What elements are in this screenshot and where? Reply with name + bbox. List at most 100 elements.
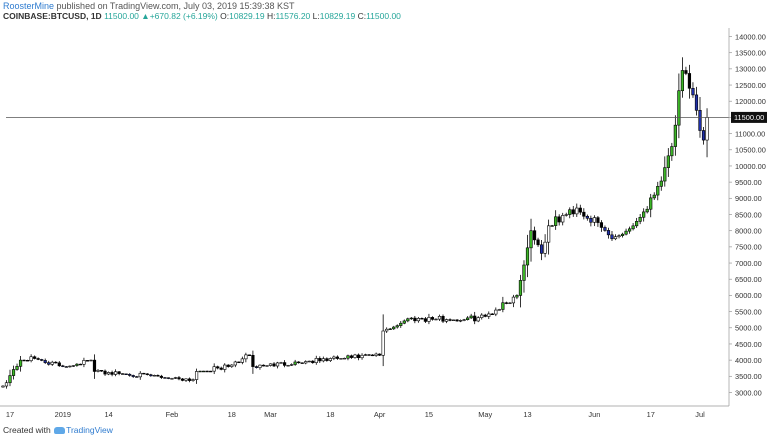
candle xyxy=(645,206,649,214)
candle xyxy=(420,317,424,320)
price-change: +670.82 (+6.19%) xyxy=(149,11,218,21)
candle xyxy=(233,360,237,368)
candle xyxy=(451,319,456,321)
candle xyxy=(599,220,604,232)
candle xyxy=(145,373,149,376)
high-label: H: xyxy=(266,11,276,21)
x-tick-label: 18 xyxy=(228,410,236,419)
candle xyxy=(346,354,350,361)
candle xyxy=(332,355,336,361)
y-tick-label: 8000.00 xyxy=(735,226,762,235)
candle xyxy=(307,360,311,363)
candle xyxy=(624,228,628,236)
candle xyxy=(99,369,104,372)
x-tick-label: 14 xyxy=(104,410,112,419)
candle xyxy=(571,205,575,217)
candle xyxy=(677,73,681,139)
candle xyxy=(680,57,684,98)
candle xyxy=(103,369,107,376)
candle xyxy=(149,373,153,377)
candle xyxy=(349,354,354,359)
candle xyxy=(561,212,565,226)
y-tick-label: 4500.00 xyxy=(735,340,762,349)
candle xyxy=(184,378,188,383)
candle xyxy=(209,370,213,373)
tradingview-link[interactable]: TradingView xyxy=(66,425,113,435)
chart-header: RoosterMine published on TradingView.com… xyxy=(3,0,723,22)
y-tick-label: 6500.00 xyxy=(735,275,762,284)
candle xyxy=(290,363,294,366)
candle xyxy=(33,355,37,360)
candle xyxy=(96,368,100,373)
candle xyxy=(374,352,378,357)
candle xyxy=(286,364,290,367)
candle xyxy=(265,365,269,367)
candle xyxy=(480,313,484,320)
candle xyxy=(152,374,156,377)
candle xyxy=(617,234,621,239)
candle xyxy=(385,327,389,333)
x-tick-label: 18 xyxy=(326,410,334,419)
candle xyxy=(177,376,181,381)
candle xyxy=(525,234,530,278)
candle xyxy=(212,363,216,375)
candle xyxy=(504,301,508,305)
candle xyxy=(251,350,255,374)
candle xyxy=(170,377,174,380)
candle xyxy=(75,363,79,367)
y-tick-label: 12500.00 xyxy=(735,81,766,90)
x-tick-label: Jun xyxy=(588,410,600,419)
x-tick-label: 15 xyxy=(425,410,433,419)
candle xyxy=(539,239,544,261)
candle xyxy=(459,319,463,323)
candle xyxy=(353,353,357,359)
candle xyxy=(339,357,343,360)
candle xyxy=(610,230,614,241)
candle xyxy=(106,371,111,376)
candle xyxy=(15,363,19,371)
candle xyxy=(54,361,58,364)
candle xyxy=(78,363,83,366)
candle xyxy=(476,316,480,323)
candle xyxy=(244,352,248,363)
close-value: 11500.00 xyxy=(366,11,401,21)
candle xyxy=(92,354,97,379)
candle xyxy=(293,359,297,366)
x-tick-label: Apr xyxy=(374,410,386,419)
candle xyxy=(508,302,512,305)
candle xyxy=(494,307,498,317)
candle xyxy=(85,359,90,362)
x-tick-label: Feb xyxy=(166,410,179,419)
open-label: O: xyxy=(220,11,230,21)
candle xyxy=(568,207,572,219)
author-link[interactable]: RoosterMine xyxy=(3,1,55,11)
candle xyxy=(603,225,607,232)
candle xyxy=(311,360,315,364)
candle xyxy=(487,311,491,319)
candle xyxy=(381,314,385,367)
candle xyxy=(314,355,318,365)
candle xyxy=(371,354,375,357)
candle xyxy=(392,325,396,330)
candle xyxy=(466,316,470,321)
candle xyxy=(582,208,586,220)
candle xyxy=(596,215,600,227)
candle xyxy=(131,374,135,378)
candle xyxy=(191,378,195,382)
candle xyxy=(652,192,656,200)
candle xyxy=(258,364,262,370)
candle xyxy=(156,374,160,377)
candle xyxy=(321,356,325,363)
x-tick-label: 2019 xyxy=(55,410,71,419)
candle xyxy=(673,115,677,156)
y-tick-label: 5000.00 xyxy=(735,324,762,333)
candle xyxy=(434,318,438,321)
candle xyxy=(254,365,259,369)
symbol-label: COINBASE:BTCUSD, 1D xyxy=(3,11,102,21)
candle xyxy=(328,357,332,362)
candle xyxy=(325,357,329,362)
candle xyxy=(187,377,192,383)
candle xyxy=(219,366,223,371)
svg-text:11500.00: 11500.00 xyxy=(734,113,764,122)
